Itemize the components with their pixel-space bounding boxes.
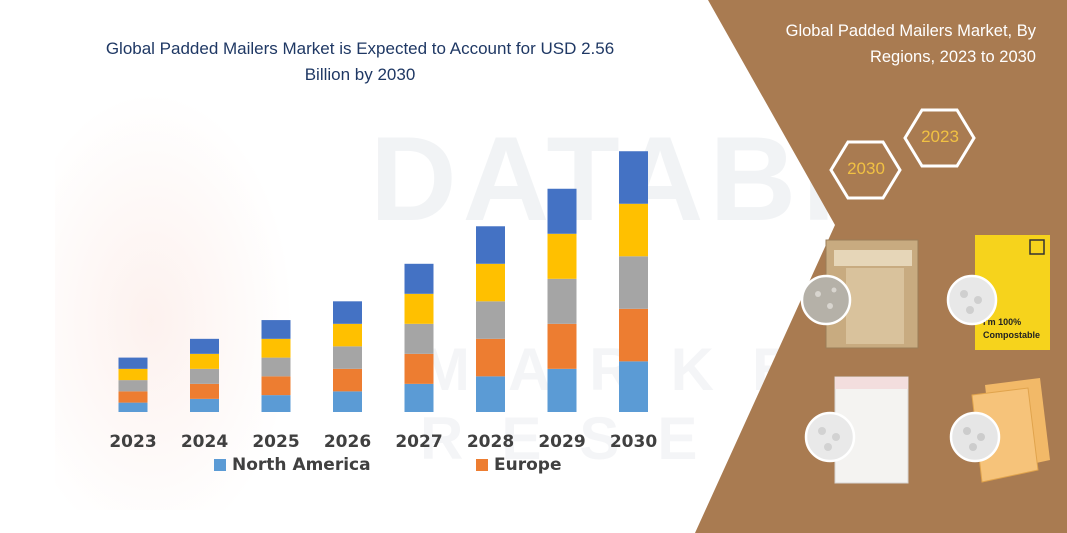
- legend-item-europe: Europe: [476, 455, 738, 475]
- x-tick-label-2030: 2030: [610, 432, 657, 452]
- bar-segment-2024-series-4: [190, 353, 219, 369]
- bar-segment-2023-series-5: [118, 357, 148, 369]
- bar-segment-2024-series-2: [190, 383, 219, 399]
- bar-segment-2030-series-1: [619, 361, 648, 412]
- bar-segment-2023-series-2: [118, 391, 148, 403]
- bar-segment-2024-series-5: [190, 338, 219, 354]
- hexagon-label-2023: 2023: [921, 127, 959, 146]
- stacked-bar-chart: 2023 2024 2025 2026 2027 2028 2029 2030: [109, 151, 657, 452]
- hexagon-2023-icon: [903, 108, 976, 168]
- bar-segment-2026-series-5: [333, 301, 362, 324]
- bar-segment-2025-series-3: [261, 357, 291, 377]
- bar-segment-2028-series-5: [476, 226, 505, 264]
- side-panel-title: Global Padded Mailers Market, By Regions…: [785, 22, 1036, 66]
- orange-padded-envelope-image: [949, 378, 1050, 483]
- legend-swatch-north-america: [214, 459, 226, 471]
- svg-text:I'm 100%: I'm 100%: [983, 317, 1021, 327]
- x-tick-label-2027: 2027: [395, 432, 442, 452]
- hexagon-label-2030: 2030: [847, 159, 885, 178]
- bar-segment-2024-series-3: [190, 368, 219, 384]
- bar-segment-2028-series-3: [476, 301, 505, 339]
- bar-segment-2028-series-2: [476, 338, 505, 377]
- hexagon-2030-icon: [829, 140, 902, 200]
- bar-segment-2024-series-1: [190, 398, 219, 412]
- yellow-compostable-mailer-image: I'm 100% Compostable: [946, 235, 1050, 350]
- x-tick-label-2023: 2023: [109, 432, 156, 452]
- bar-segment-2030-series-4: [619, 203, 648, 257]
- bar-segment-2027-series-2: [404, 353, 434, 384]
- bar-segment-2028-series-1: [476, 376, 505, 412]
- bar-segment-2026-series-2: [333, 368, 362, 392]
- bar-segment-2026-series-3: [333, 346, 362, 369]
- bar-segment-2027-series-1: [404, 383, 434, 412]
- bar-segment-2023-series-4: [118, 368, 148, 381]
- bar-segment-2023-series-1: [118, 402, 148, 412]
- bar-segment-2030-series-2: [619, 308, 648, 362]
- white-poly-bubble-mailer-image: [804, 376, 909, 484]
- bar-segment-2030-series-3: [619, 256, 648, 309]
- svg-text:Compostable: Compostable: [983, 330, 1040, 340]
- bar-segment-2025-series-5: [261, 320, 291, 339]
- bar-segment-2026-series-1: [333, 391, 362, 412]
- bar-segment-2027-series-5: [404, 263, 434, 294]
- x-tick-label-2025: 2025: [252, 432, 299, 452]
- bar-segment-2027-series-4: [404, 293, 434, 324]
- legend-label-north-america: North America: [232, 455, 371, 475]
- x-tick-label-2024: 2024: [181, 432, 228, 452]
- bar-segment-2023-series-3: [118, 380, 148, 392]
- legend-swatch-europe: [476, 459, 488, 471]
- bar-segment-2029-series-3: [547, 278, 577, 324]
- bar-segment-2029-series-2: [547, 323, 577, 369]
- bar-segment-2027-series-3: [404, 323, 434, 354]
- chart-title: Global Padded Mailers Market is Expected…: [105, 39, 615, 84]
- bar-segment-2025-series-4: [261, 338, 291, 358]
- bar-segment-2030-series-5: [619, 151, 648, 204]
- x-tick-label-2026: 2026: [324, 432, 371, 452]
- x-tick-label-2029: 2029: [538, 432, 585, 452]
- kraft-bubble-mailer-image: [800, 239, 919, 349]
- bar-segment-2025-series-2: [261, 376, 291, 396]
- bar-segment-2029-series-1: [547, 368, 577, 412]
- legend-label-europe: Europe: [494, 455, 562, 475]
- bar-segment-2029-series-5: [547, 188, 577, 234]
- x-tick-label-2028: 2028: [467, 432, 514, 452]
- bar-segment-2025-series-1: [261, 395, 291, 412]
- legend-item-north-america: North America: [214, 455, 476, 475]
- chart-legend: North America Europe: [214, 455, 738, 475]
- bar-segment-2029-series-4: [547, 233, 577, 279]
- bar-segment-2026-series-4: [333, 323, 362, 347]
- bar-segment-2028-series-4: [476, 263, 505, 302]
